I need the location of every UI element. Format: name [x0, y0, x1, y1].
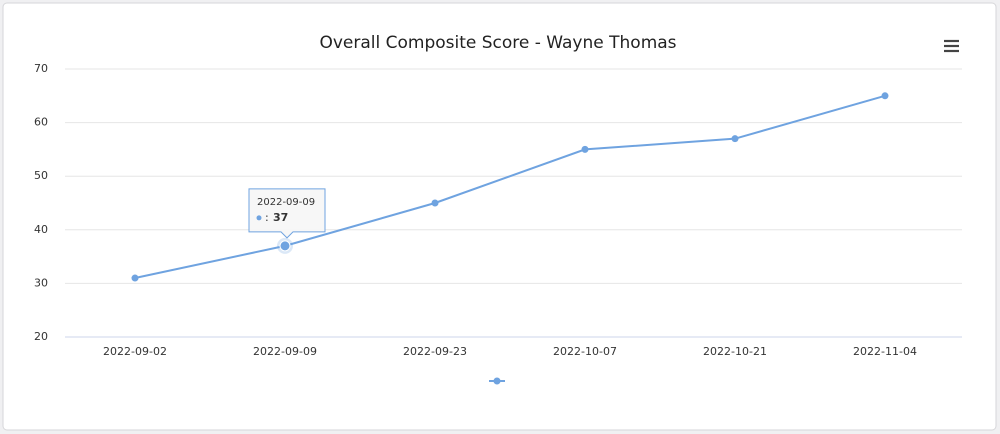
tooltip-x: 2022-09-09 — [257, 197, 315, 208]
tooltip-box — [248, 188, 326, 239]
tooltip-separator: : — [265, 211, 269, 224]
tooltip-value: 37 — [273, 211, 288, 224]
x-tick-label: 2022-09-23 — [403, 345, 467, 358]
data-point — [431, 199, 439, 207]
y-tick-label: 60 — [34, 116, 48, 129]
data-point — [131, 274, 139, 282]
data-point — [581, 145, 589, 153]
x-tick-label: 2022-10-07 — [553, 345, 617, 358]
legend-marker — [493, 377, 501, 385]
x-tick-label: 2022-09-09 — [253, 345, 317, 358]
series-line — [134, 94, 886, 280]
x-tick-label: 2022-09-02 — [103, 345, 167, 358]
y-tick-label: 40 — [34, 223, 48, 236]
x-tick-label: 2022-10-21 — [703, 345, 767, 358]
data-point — [881, 92, 889, 100]
chart-title: Overall Composite Score - Wayne Thomas — [319, 33, 676, 53]
y-tick-label: 20 — [34, 330, 48, 343]
x-tick-label: 2022-11-04 — [853, 345, 917, 358]
y-tick-label: 50 — [34, 169, 48, 182]
y-tick-label: 30 — [34, 276, 48, 289]
hover-point — [279, 240, 291, 252]
y-tick-label: 70 — [34, 62, 48, 75]
data-point — [731, 135, 739, 143]
tooltip-marker — [256, 215, 262, 221]
tooltip: 2022-09-09: 37 — [248, 188, 326, 239]
menu-button[interactable] — [942, 38, 960, 54]
